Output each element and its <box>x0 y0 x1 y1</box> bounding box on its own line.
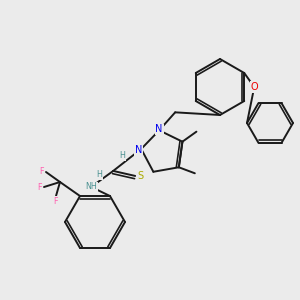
Text: NH: NH <box>85 182 97 191</box>
Text: F: F <box>40 167 44 176</box>
Text: S: S <box>137 171 143 181</box>
Text: H: H <box>119 152 125 160</box>
Text: N: N <box>134 145 142 155</box>
Text: O: O <box>250 82 258 92</box>
Text: H: H <box>96 170 102 179</box>
Text: F: F <box>38 182 42 191</box>
Text: N: N <box>155 124 163 134</box>
Text: F: F <box>54 196 58 206</box>
